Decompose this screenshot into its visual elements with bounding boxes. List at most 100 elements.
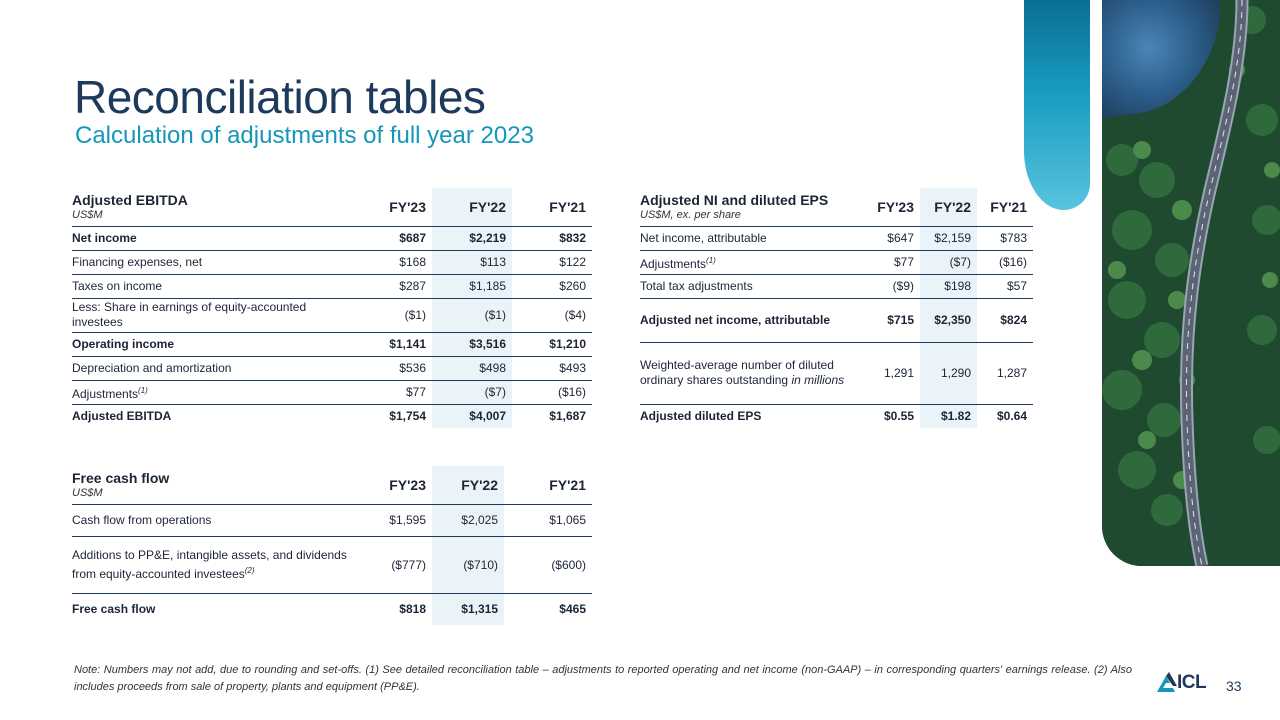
row-label: Financing expenses, net (72, 254, 203, 269)
column-header: FY'22 (920, 188, 977, 226)
cell-value: $198 (920, 274, 977, 298)
page-title: Reconciliation tables (74, 71, 486, 123)
cell-value: $77 (893, 255, 914, 269)
cell-value: $2,350 (920, 298, 977, 342)
column-header: FY'21 (549, 476, 586, 493)
table-row: Less: Share in earnings of equity-accoun… (72, 298, 592, 332)
cell-value: $2,219 (432, 226, 512, 250)
footnote-marker: (1) (706, 255, 716, 265)
cell-value: $3,516 (432, 332, 512, 356)
column-header: FY'23 (877, 198, 914, 215)
cell-value: $1,315 (432, 593, 504, 625)
column-header: FY'21 (549, 198, 586, 215)
column-header: FY'23 (389, 198, 426, 215)
cell-value: $1,687 (549, 409, 586, 424)
row-label: Adjustments(1) (72, 385, 148, 401)
icl-logo: ICL (1157, 672, 1213, 694)
cell-value: $465 (559, 602, 586, 617)
column-header: FY'22 (432, 466, 504, 504)
cell-value: ($7) (432, 380, 512, 404)
cell-value: $0.64 (996, 409, 1027, 424)
forest-road-photo (1102, 0, 1280, 566)
footnote-marker: (1) (138, 385, 148, 395)
table-row: Adjusted EBITDA $1,754 $4,007 $1,687 (72, 404, 592, 428)
row-label: Additions to PP&E, intangible assets, an… (72, 547, 347, 581)
row-label: Weighted-average number of diluted ordin… (640, 358, 845, 387)
table-title: Adjusted NI and diluted EPS US$M, ex. pe… (640, 192, 829, 222)
cell-value: ($4) (564, 308, 586, 322)
cell-value: $4,007 (432, 404, 512, 428)
cell-value: ($16) (998, 255, 1027, 269)
row-label: Adjusted net income, attributable (640, 312, 831, 327)
cell-value: $824 (1000, 313, 1027, 327)
row-label: Net income, attributable (640, 230, 767, 245)
table-row: Financing expenses, net $168 $113 $122 (72, 250, 592, 274)
cell-value: ($1) (432, 298, 512, 332)
table-title: Free cash flow US$M (72, 470, 170, 500)
row-label: Adjusted EBITDA (72, 408, 172, 423)
cell-value: $715 (887, 313, 914, 327)
cell-value: ($16) (557, 385, 586, 399)
cell-value: $260 (559, 279, 586, 293)
cell-value: $1,185 (432, 274, 512, 298)
cell-value: 1,290 (920, 342, 977, 404)
cell-value: $493 (559, 361, 586, 375)
cell-value: $77 (405, 385, 426, 399)
decorative-teal-shape (1024, 0, 1090, 210)
row-label: Cash flow from operations (72, 512, 212, 527)
table-row: Adjusted net income, attributable $715 $2,… (640, 298, 1033, 342)
table-row: Cash flow from operations $1,595 $2,025 $1,… (72, 504, 592, 536)
cell-value: $1.82 (920, 404, 977, 428)
cell-value: $818 (399, 602, 426, 617)
adjusted-ni-eps-table: Adjusted NI and diluted EPS US$M, ex. pe… (640, 188, 1033, 428)
cell-value: $536 (399, 361, 426, 375)
row-label: Adjustments(1) (640, 255, 716, 271)
table-title: Adjusted EBITDA US$M (72, 192, 188, 222)
cell-value: $57 (1006, 279, 1027, 293)
cell-value: $687 (399, 231, 426, 245)
cell-value: ($777) (391, 557, 426, 572)
icl-logo-mark-icon (1157, 672, 1177, 692)
table-row: Net income, attributable $647 $2,159 $783 (640, 226, 1033, 250)
cell-value: ($710) (432, 536, 504, 593)
cell-value: ($9) (892, 279, 914, 293)
table-row: Operating income $1,141 $3,516 $1,210 (72, 332, 592, 356)
icl-logo-text: ICL (1177, 672, 1207, 693)
footnote: Note: Numbers may not add, due to roundi… (74, 664, 1132, 693)
cell-value: $2,025 (432, 504, 504, 536)
cell-value: $498 (432, 356, 512, 380)
cell-value: $168 (399, 255, 426, 269)
row-label: Taxes on income (72, 278, 163, 293)
cell-value: $1,210 (549, 337, 586, 351)
table-row: Free cash flow $818 $1,315 $465 (72, 593, 592, 625)
table-row: Adjustments(1) $77 ($7) ($16) (640, 250, 1033, 274)
table-row: Taxes on income $287 $1,185 $260 (72, 274, 592, 298)
cell-value: $783 (1000, 231, 1027, 245)
table-row: Depreciation and amortization $536 $498 $49… (72, 356, 592, 380)
cell-value: $122 (559, 255, 586, 269)
row-label: Less: Share in earnings of equity-accoun… (72, 300, 307, 329)
cell-value: $0.55 (883, 409, 914, 424)
cell-value: ($1) (404, 308, 426, 322)
cell-value: $832 (559, 231, 586, 245)
cell-value: $287 (399, 279, 426, 293)
row-label: Total tax adjustments (640, 278, 753, 293)
table-row: Additions to PP&E, intangible assets, an… (72, 536, 592, 593)
cell-value: $647 (887, 231, 914, 245)
row-label: Free cash flow (72, 601, 156, 616)
cell-value: $2,159 (920, 226, 977, 250)
cell-value: ($7) (920, 250, 977, 274)
page-subtitle: Calculation of adjustments of full year … (75, 122, 534, 149)
table-row: Total tax adjustments ($9) $198 $57 (640, 274, 1033, 298)
row-label-unit: in millions (791, 373, 845, 387)
footnote-marker: (2) (244, 565, 255, 575)
cell-value: 1,287 (996, 366, 1027, 380)
cell-value: $1,065 (549, 513, 586, 527)
cell-value: $113 (432, 250, 512, 274)
table-row: Net income $687 $2,219 $832 (72, 226, 592, 250)
cell-value: 1,291 (883, 366, 914, 380)
row-label: Operating income (72, 336, 175, 351)
table-row: Adjusted diluted EPS $0.55 $1.82 $0.64 (640, 404, 1033, 428)
column-header: FY'23 (389, 476, 426, 493)
row-label: Adjusted diluted EPS (640, 408, 762, 423)
